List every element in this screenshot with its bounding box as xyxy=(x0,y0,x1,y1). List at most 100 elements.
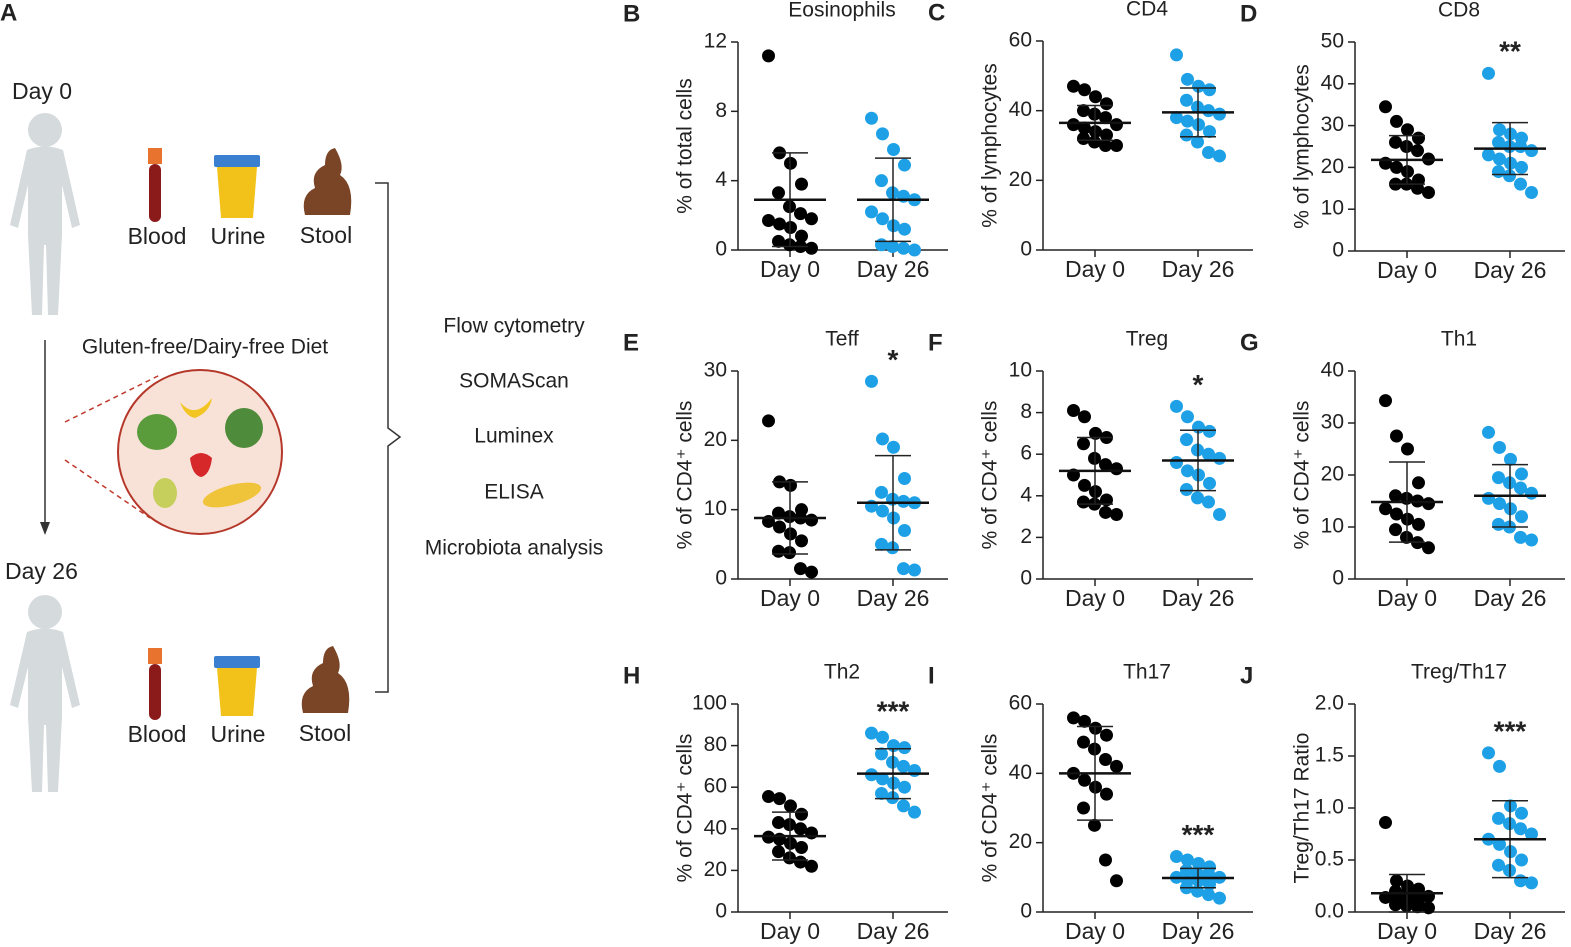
data-point xyxy=(897,494,910,508)
data-point xyxy=(897,799,910,813)
y-tick-label: 0 xyxy=(1020,900,1032,923)
panel-letter: G xyxy=(1240,329,1259,356)
y-tick-label: 0 xyxy=(715,900,727,923)
panel-letter: F xyxy=(928,329,943,356)
y-tick-label: 60 xyxy=(1009,692,1032,715)
panel-letter: D xyxy=(1240,0,1257,27)
data-point xyxy=(1180,433,1193,447)
x-tick-label: Day 0 xyxy=(1065,585,1125,611)
data-point xyxy=(795,841,808,855)
data-point xyxy=(1077,132,1090,146)
panel-letter: B xyxy=(623,0,640,27)
food-circle xyxy=(117,369,283,535)
y-tick-label: 2 xyxy=(1020,525,1032,548)
data-point xyxy=(908,764,921,778)
y-tick-label: 2.0 xyxy=(1315,692,1344,715)
chart-title: Treg xyxy=(1126,328,1168,351)
data-point xyxy=(762,214,775,228)
data-point xyxy=(1493,759,1506,773)
y-tick-label: 20 xyxy=(1321,463,1344,486)
y-tick-label: 20 xyxy=(704,428,727,451)
y-tick-label: 8 xyxy=(715,99,727,122)
y-tick-label: 4 xyxy=(1020,483,1032,506)
data-point xyxy=(1202,888,1215,902)
data-point xyxy=(1493,123,1506,137)
data-point xyxy=(1422,541,1435,555)
data-point xyxy=(1493,440,1506,454)
y-axis-label: % of lymphocytes xyxy=(1291,64,1314,229)
x-tick-label: Day 0 xyxy=(760,918,820,944)
data-point xyxy=(1492,858,1505,872)
y-tick-label: 10 xyxy=(1321,197,1344,220)
y-axis-label: % of CD4⁺ cells xyxy=(1291,401,1314,550)
data-point xyxy=(876,504,889,518)
y-axis-label: Treg/Th17 Ratio xyxy=(1291,733,1314,884)
data-point xyxy=(1077,104,1090,118)
x-tick-label: Day 26 xyxy=(1474,257,1547,283)
data-point xyxy=(1181,464,1194,478)
data-point xyxy=(794,855,807,869)
assay-label: ELISA xyxy=(484,481,544,504)
data-point xyxy=(772,506,785,520)
data-point xyxy=(762,49,775,63)
data-point xyxy=(1412,131,1425,145)
y-tick-label: 6 xyxy=(1020,442,1032,465)
assay-label: Flow cytometry xyxy=(443,315,585,338)
data-point xyxy=(1482,148,1495,162)
panel-letter: E xyxy=(623,329,639,356)
data-point xyxy=(1514,177,1527,191)
data-point xyxy=(1390,874,1403,888)
y-axis-label: % of total cells xyxy=(674,78,697,213)
data-point xyxy=(1180,863,1193,877)
y-tick-label: 20 xyxy=(704,858,727,881)
data-point xyxy=(1203,476,1216,490)
y-tick-label: 0 xyxy=(1020,567,1032,590)
data-point xyxy=(1389,489,1402,503)
data-point xyxy=(898,158,911,172)
data-point xyxy=(1493,837,1506,851)
y-tick-label: 0 xyxy=(1020,238,1032,261)
blood-tube xyxy=(148,648,162,720)
data-point xyxy=(1514,874,1527,888)
data-point xyxy=(1213,891,1226,905)
data-point xyxy=(1422,901,1435,915)
y-axis-label: % of lymphocytes xyxy=(979,63,1002,228)
sample-label: Stool xyxy=(300,222,352,248)
data-point xyxy=(805,212,818,226)
data-point xyxy=(898,471,911,485)
data-point xyxy=(1099,458,1112,472)
data-point xyxy=(1100,728,1113,742)
data-point xyxy=(1170,48,1183,62)
blood-tube xyxy=(148,148,162,222)
y-tick-label: 1.5 xyxy=(1315,744,1344,767)
chart-title: Th2 xyxy=(824,661,860,684)
data-point xyxy=(1088,818,1101,832)
data-point xyxy=(1390,507,1403,521)
foods xyxy=(137,398,263,508)
significance: *** xyxy=(1494,715,1527,746)
stool xyxy=(303,148,352,215)
data-point xyxy=(876,212,889,226)
x-tick-label: Day 0 xyxy=(1377,585,1437,611)
data-point xyxy=(1170,399,1183,413)
data-point xyxy=(1389,523,1402,537)
chart-title: Treg/Th17 xyxy=(1411,661,1507,684)
data-point xyxy=(876,127,889,141)
data-point xyxy=(805,241,818,255)
diet-label: Gluten-free/Dairy-free Diet xyxy=(82,336,328,359)
data-point xyxy=(773,217,786,231)
y-tick-label: 30 xyxy=(1321,113,1344,136)
data-point xyxy=(1492,517,1505,531)
data-point xyxy=(1503,169,1516,183)
panel-letter: C xyxy=(928,0,945,26)
data-point xyxy=(886,240,899,254)
sample-label: Stool xyxy=(299,720,351,746)
data-point xyxy=(1492,135,1505,149)
chart-title: Eosinophils xyxy=(788,0,895,22)
data-point xyxy=(1422,185,1435,199)
x-tick-label: Day 26 xyxy=(857,585,930,611)
data-point xyxy=(1202,145,1215,159)
data-point xyxy=(1525,827,1538,841)
y-tick-label: 0 xyxy=(1332,567,1344,590)
